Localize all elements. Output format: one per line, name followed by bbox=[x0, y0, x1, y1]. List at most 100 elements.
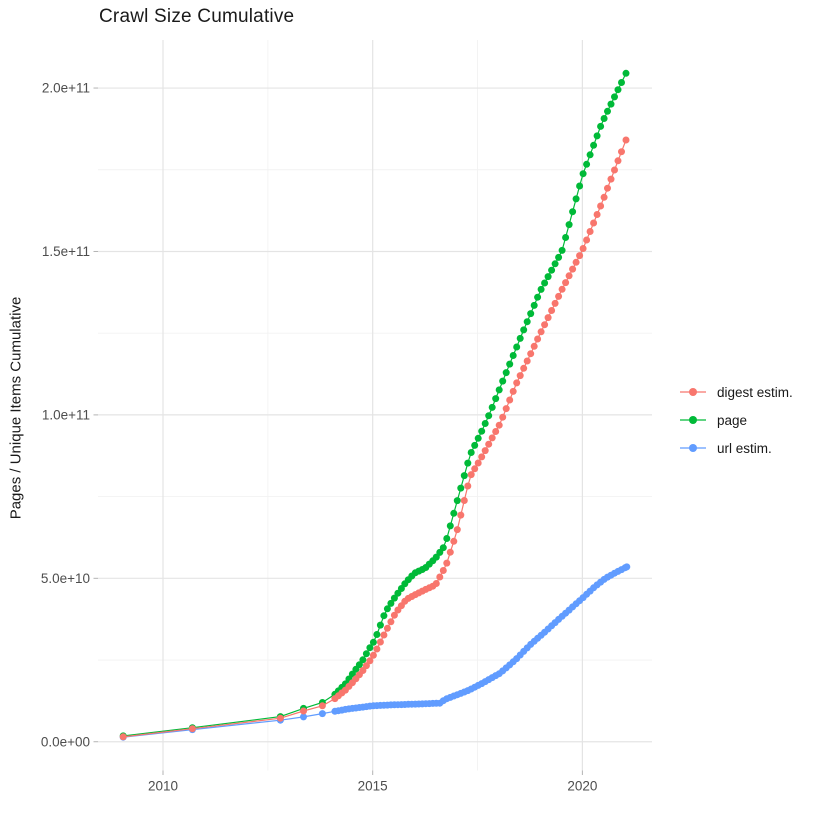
y-tick-label: 0.0e+00 bbox=[41, 734, 90, 749]
series-point bbox=[604, 184, 611, 192]
y-tick-label: 1.5e+11 bbox=[42, 244, 90, 259]
series-point bbox=[516, 334, 524, 342]
series-point bbox=[390, 594, 398, 602]
series-point bbox=[318, 710, 326, 718]
series-point bbox=[467, 449, 475, 456]
series-point bbox=[572, 258, 580, 266]
series-point bbox=[509, 352, 517, 359]
series-point bbox=[555, 292, 563, 300]
series-point bbox=[492, 395, 500, 403]
series-point bbox=[572, 195, 580, 203]
series-point bbox=[380, 612, 388, 620]
series-point bbox=[520, 364, 528, 372]
series-point bbox=[453, 526, 461, 534]
series-point bbox=[471, 465, 479, 473]
series-point bbox=[495, 386, 503, 394]
series-point bbox=[576, 252, 584, 260]
series-point bbox=[541, 279, 549, 287]
series-point bbox=[362, 650, 370, 658]
series-point bbox=[590, 219, 598, 227]
series-point bbox=[383, 624, 391, 632]
series-point bbox=[467, 471, 475, 479]
legend-key-line-point-icon bbox=[680, 416, 706, 424]
x-tick-label: 2020 bbox=[567, 779, 597, 794]
series-point bbox=[492, 428, 500, 435]
series-point bbox=[576, 182, 584, 190]
series-point bbox=[499, 413, 507, 421]
x-tick-label: 2010 bbox=[148, 779, 178, 794]
series-point bbox=[481, 420, 489, 427]
series-point bbox=[478, 427, 486, 435]
series-point bbox=[586, 151, 594, 159]
series-point bbox=[446, 522, 454, 530]
series-point bbox=[622, 69, 630, 77]
series-point bbox=[579, 245, 587, 252]
series-point bbox=[600, 193, 608, 201]
series-point bbox=[534, 293, 542, 301]
series-point bbox=[523, 318, 531, 326]
series-point bbox=[502, 369, 510, 377]
y-tick-label: 5.0e+10 bbox=[41, 571, 90, 586]
legend-item-page: page bbox=[678, 412, 793, 428]
legend-label: page bbox=[717, 412, 748, 428]
series-point bbox=[439, 544, 447, 552]
series-point bbox=[464, 459, 472, 467]
y-axis-title: Pages / Unique Items Cumulative bbox=[7, 296, 25, 520]
series-point bbox=[488, 403, 496, 411]
series-point bbox=[450, 509, 458, 517]
series-point bbox=[119, 733, 127, 741]
series-point bbox=[276, 714, 284, 722]
series-point bbox=[359, 656, 367, 664]
series-point bbox=[597, 202, 605, 210]
series-point bbox=[586, 228, 594, 235]
series-point bbox=[544, 314, 552, 322]
series-point bbox=[471, 441, 479, 449]
series-point bbox=[516, 372, 524, 380]
series-point bbox=[527, 350, 535, 358]
series-point bbox=[555, 253, 563, 261]
series-point bbox=[457, 484, 465, 492]
series-point bbox=[474, 434, 482, 442]
series-point bbox=[318, 702, 326, 710]
series-point bbox=[562, 279, 570, 287]
series-point bbox=[446, 548, 454, 556]
series-point bbox=[485, 440, 493, 448]
legend-key-line-point-icon bbox=[680, 388, 706, 396]
series-point bbox=[457, 511, 465, 519]
chart-title: Crawl Size Cumulative bbox=[99, 6, 295, 27]
series-point bbox=[530, 301, 538, 309]
series-point bbox=[373, 631, 381, 638]
series-point bbox=[513, 343, 521, 351]
series-point bbox=[618, 79, 625, 86]
series-point bbox=[558, 246, 566, 254]
series-point bbox=[611, 93, 618, 101]
series-point bbox=[366, 644, 374, 652]
series-point bbox=[623, 563, 631, 571]
series-point bbox=[622, 136, 630, 144]
series-point bbox=[523, 357, 531, 365]
legend-item-url-estim: url estim. bbox=[678, 440, 793, 456]
series-point bbox=[499, 377, 507, 385]
legend-item-digest-estim: digest estim. bbox=[678, 384, 793, 400]
series-point bbox=[359, 667, 367, 674]
series-point bbox=[188, 725, 196, 733]
series-point bbox=[541, 321, 549, 329]
series-point bbox=[478, 453, 486, 461]
series-point bbox=[565, 272, 573, 280]
series-point bbox=[513, 379, 521, 387]
x-tick-label: 2015 bbox=[358, 779, 388, 794]
series-point bbox=[506, 396, 514, 404]
series-point bbox=[558, 285, 566, 293]
series-point bbox=[502, 405, 510, 413]
series-point bbox=[369, 638, 377, 646]
series-point bbox=[439, 567, 447, 574]
legend-label: url estim. bbox=[717, 440, 772, 456]
series-point bbox=[569, 208, 577, 216]
series-point bbox=[362, 662, 370, 670]
series-point bbox=[443, 559, 451, 567]
series-point bbox=[495, 421, 503, 429]
series-point bbox=[607, 175, 615, 183]
series-point bbox=[614, 157, 622, 165]
y-tick-label: 2.0e+11 bbox=[42, 81, 90, 96]
